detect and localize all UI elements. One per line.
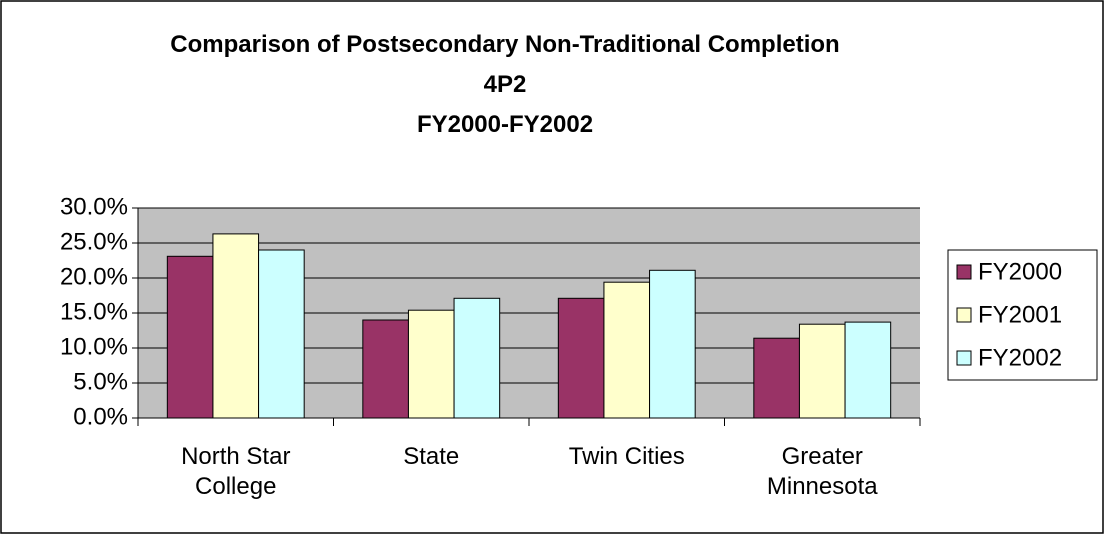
y-tick-label: 0.0% — [73, 403, 128, 430]
y-tick-label: 5.0% — [73, 368, 128, 395]
bar — [798, 323, 846, 419]
chart-title: Comparison of Postsecondary Non-Traditio… — [170, 31, 840, 98]
bar — [844, 321, 892, 419]
bar — [603, 281, 651, 419]
bar — [362, 319, 409, 419]
y-tick-label: 30.0% — [60, 193, 128, 220]
x-tick-label: North Star College — [181, 443, 291, 500]
bar — [453, 297, 501, 419]
x-tick-label: Twin Cities — [568, 443, 685, 470]
bar — [407, 309, 455, 419]
y-tick-label: 20.0% — [60, 263, 128, 290]
x-tick-label: State — [403, 443, 460, 470]
legend-label: FY2001 — [978, 301, 1062, 328]
bar — [557, 297, 605, 419]
bar — [166, 255, 214, 419]
x-tick-label: Greater Minnesota — [766, 443, 878, 500]
legend-swatch — [956, 264, 972, 280]
chart-subtitle: FY2000-FY2002 — [416, 111, 594, 138]
bar — [212, 233, 260, 419]
legend-box — [947, 249, 1098, 381]
legend-label: FY2000 — [978, 258, 1062, 285]
y-tick-label: 15.0% — [60, 298, 128, 325]
legend-swatch — [956, 350, 972, 366]
y-tick-label: 25.0% — [60, 228, 128, 255]
legend-swatch — [956, 307, 972, 323]
bar — [258, 249, 305, 419]
bar — [753, 337, 800, 419]
legend-label: FY2002 — [978, 344, 1062, 371]
bar — [649, 269, 696, 419]
y-tick-label: 10.0% — [60, 333, 128, 360]
